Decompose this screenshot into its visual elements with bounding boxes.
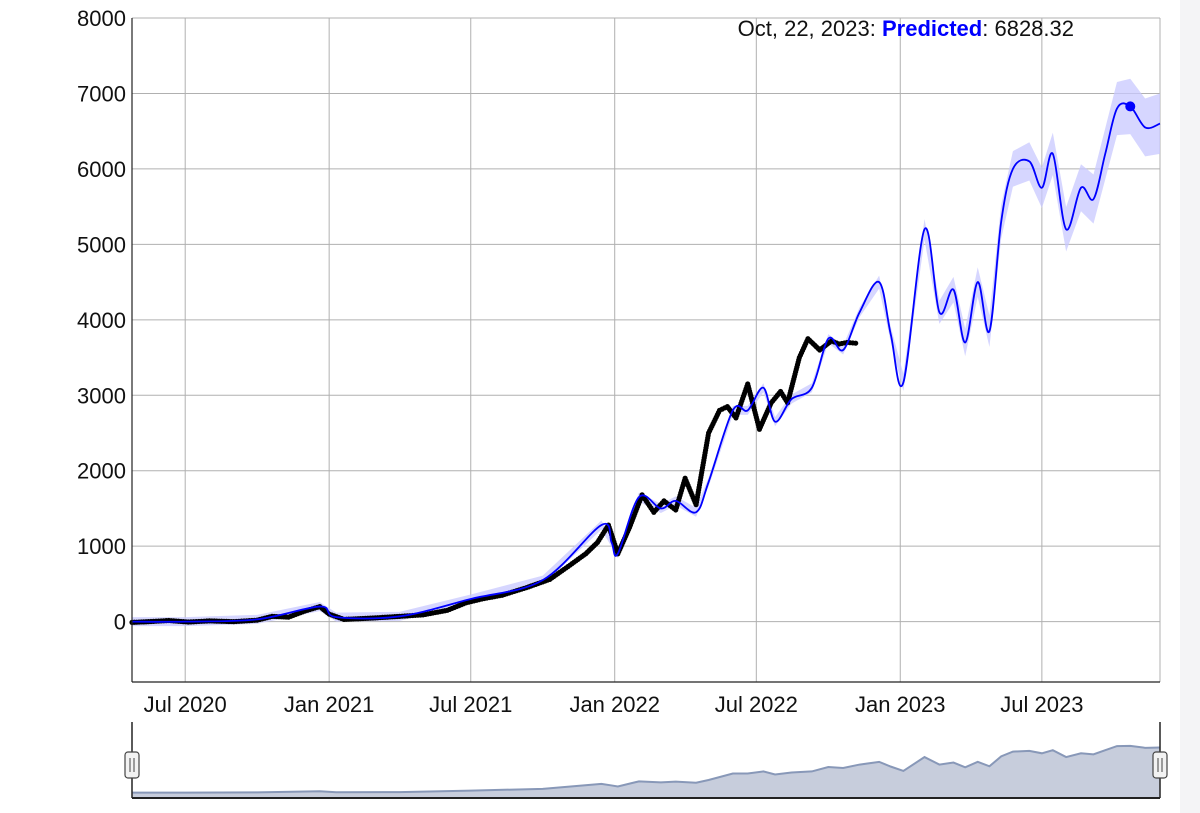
confidence-band bbox=[132, 78, 1160, 627]
x-tick-label: Jan 2022 bbox=[569, 692, 660, 717]
x-tick-label: Jul 2021 bbox=[429, 692, 512, 717]
navigator-area bbox=[132, 745, 1160, 798]
y-tick-label: 1000 bbox=[77, 534, 126, 559]
y-tick-label: 8000 bbox=[77, 6, 126, 31]
y-tick-label: 2000 bbox=[77, 459, 126, 484]
range-navigator[interactable] bbox=[124, 722, 1168, 799]
y-tick-label: 4000 bbox=[77, 308, 126, 333]
legend-series-name: Predicted bbox=[881, 16, 983, 41]
y-tick-label: 0 bbox=[114, 610, 126, 635]
handle-grip bbox=[1152, 751, 1168, 779]
y-tick-label: 6000 bbox=[77, 157, 126, 182]
y-tick-label: 5000 bbox=[77, 232, 126, 257]
handle-grip bbox=[124, 751, 140, 779]
x-tick-label: Jan 2021 bbox=[284, 692, 375, 717]
highlight-point bbox=[1125, 101, 1136, 112]
grid bbox=[132, 17, 1161, 682]
axes: 0 1000 2000 3000 4000 5000 6000 7000 8000 Jul 202… bbox=[77, 6, 1160, 717]
x-tick-label: Jul 2023 bbox=[1000, 692, 1083, 717]
x-tick-label: Jul 2022 bbox=[715, 692, 798, 717]
confidence-band-layer bbox=[132, 78, 1160, 627]
actual-data-point bbox=[853, 340, 859, 346]
legend-separator-2: : bbox=[982, 16, 995, 41]
hover-legend: Oct, 22, 2023: Predicted: 6828.32 bbox=[738, 16, 1074, 42]
x-tick-label: Jan 2023 bbox=[855, 692, 946, 717]
navigator-line bbox=[132, 744, 1161, 794]
legend-value: 6828.32 bbox=[994, 16, 1074, 41]
predicted-line bbox=[131, 102, 1161, 623]
x-tick-label: Jul 2020 bbox=[144, 692, 227, 717]
navigator-left-handle[interactable] bbox=[124, 751, 140, 779]
y-tick-label: 7000 bbox=[77, 81, 126, 106]
navigator-right-handle[interactable] bbox=[1152, 751, 1168, 779]
y-tick-label: 3000 bbox=[77, 383, 126, 408]
legend-separator: : bbox=[869, 16, 882, 41]
legend-date: Oct, 22, 2023 bbox=[737, 16, 870, 41]
predicted-line-layer bbox=[131, 101, 1161, 623]
actual-points-layer bbox=[129, 336, 859, 625]
